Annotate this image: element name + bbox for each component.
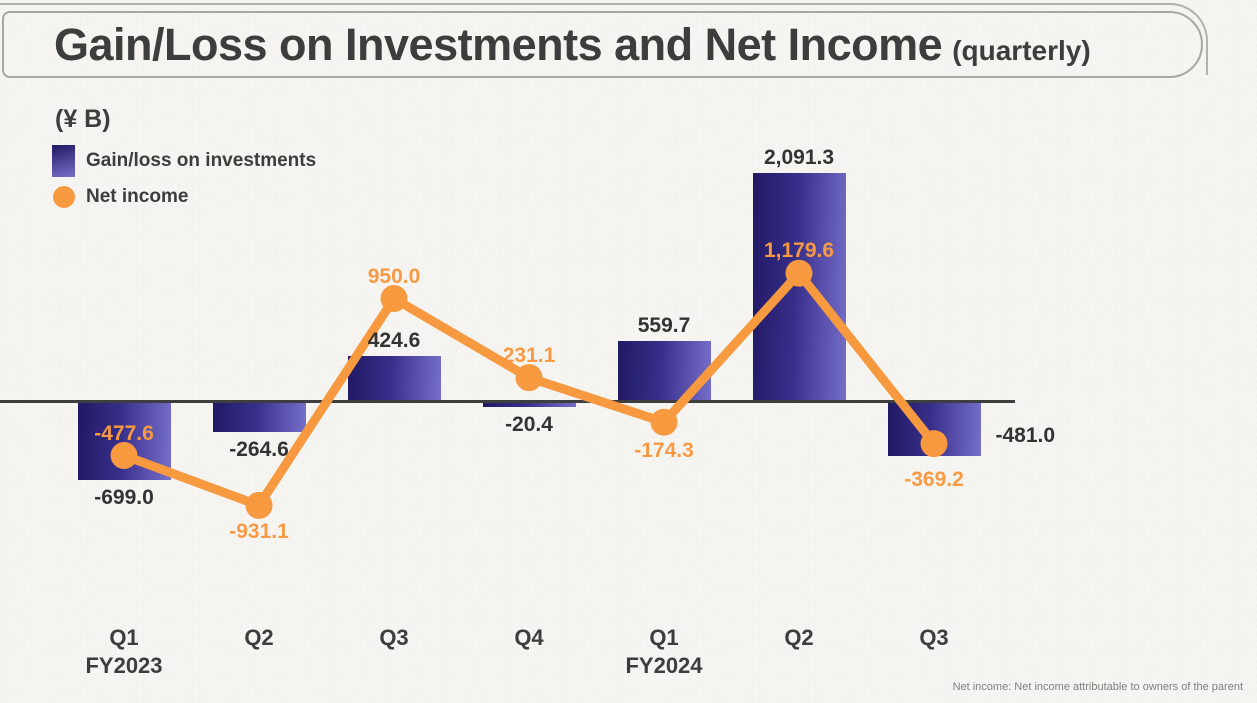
page-title: Gain/Loss on Investments and Net Income — [54, 18, 943, 70]
x-axis-label-0: Q1 — [109, 625, 139, 650]
bar-q3-6 — [887, 403, 981, 456]
footnote: Net income: Net income attributable to o… — [952, 681, 1243, 693]
legend-label-net-income: Net income — [86, 186, 189, 207]
bar-value-label-5: 2,091.3 — [763, 145, 835, 169]
x-axis-label-1: Q2 — [244, 625, 274, 650]
bar-q2-1 — [212, 403, 306, 433]
title-bar: Gain/Loss on Investments and Net Income (… — [2, 11, 1203, 78]
net-income-point-4 — [650, 408, 678, 436]
fiscal-year-label-fy2023: FY2023 — [85, 653, 163, 678]
bar-q2-5 — [752, 172, 846, 403]
bar-q3-2 — [347, 356, 441, 403]
fiscal-year-label-fy2024: FY2024 — [625, 653, 703, 678]
bar-value-label-3: -20.4 — [505, 413, 553, 436]
net-income-value-label-0: -477.6 — [94, 421, 154, 445]
legend: Gain/loss on investments Net income — [52, 145, 316, 217]
bar-value-label-6: -481.0 — [995, 424, 1056, 447]
net-income-value-label-3: 231.1 — [502, 343, 556, 367]
net-income-point-1 — [245, 491, 273, 519]
zero-axis-line — [0, 400, 1015, 403]
bar-value-label-0: -699.0 — [94, 485, 154, 509]
legend-item-gain-loss: Gain/loss on investments — [52, 145, 316, 177]
net-income-value-label-2: 950.0 — [367, 264, 421, 288]
bar-value-label-2: 424.6 — [367, 329, 421, 353]
bar-series-swatch-icon — [52, 145, 75, 177]
line-series-dot-icon — [53, 186, 75, 208]
page-title-suffix: (quarterly) — [952, 34, 1091, 66]
net-income-value-label-1: -931.1 — [229, 520, 289, 544]
net-income-value-label-6: -369.2 — [904, 467, 964, 491]
net-income-point-2 — [380, 285, 408, 312]
x-axis-label-2: Q3 — [379, 625, 409, 650]
unit-label: (¥ B) — [55, 105, 111, 133]
net-income-value-label-5: 1,179.6 — [763, 239, 835, 263]
net-income-point-3 — [515, 364, 543, 392]
legend-label-gain-loss: Gain/loss on investments — [86, 150, 317, 171]
x-axis-label-5: Q2 — [784, 625, 814, 650]
x-axis-label-3: Q4 — [514, 625, 544, 650]
bar-q1-4 — [617, 341, 711, 403]
net-income-value-label-4: -174.3 — [634, 439, 694, 463]
bar-value-label-1: -264.6 — [229, 438, 289, 462]
x-axis-label-4: Q1 — [649, 625, 679, 650]
x-axis-label-6: Q3 — [919, 625, 949, 650]
bar-q4-3 — [482, 403, 576, 407]
bar-value-label-4: 559.7 — [637, 314, 691, 338]
legend-item-net-income: Net income — [52, 184, 316, 210]
title-line: Gain/Loss on Investments and Net Income (… — [4, 19, 1091, 71]
